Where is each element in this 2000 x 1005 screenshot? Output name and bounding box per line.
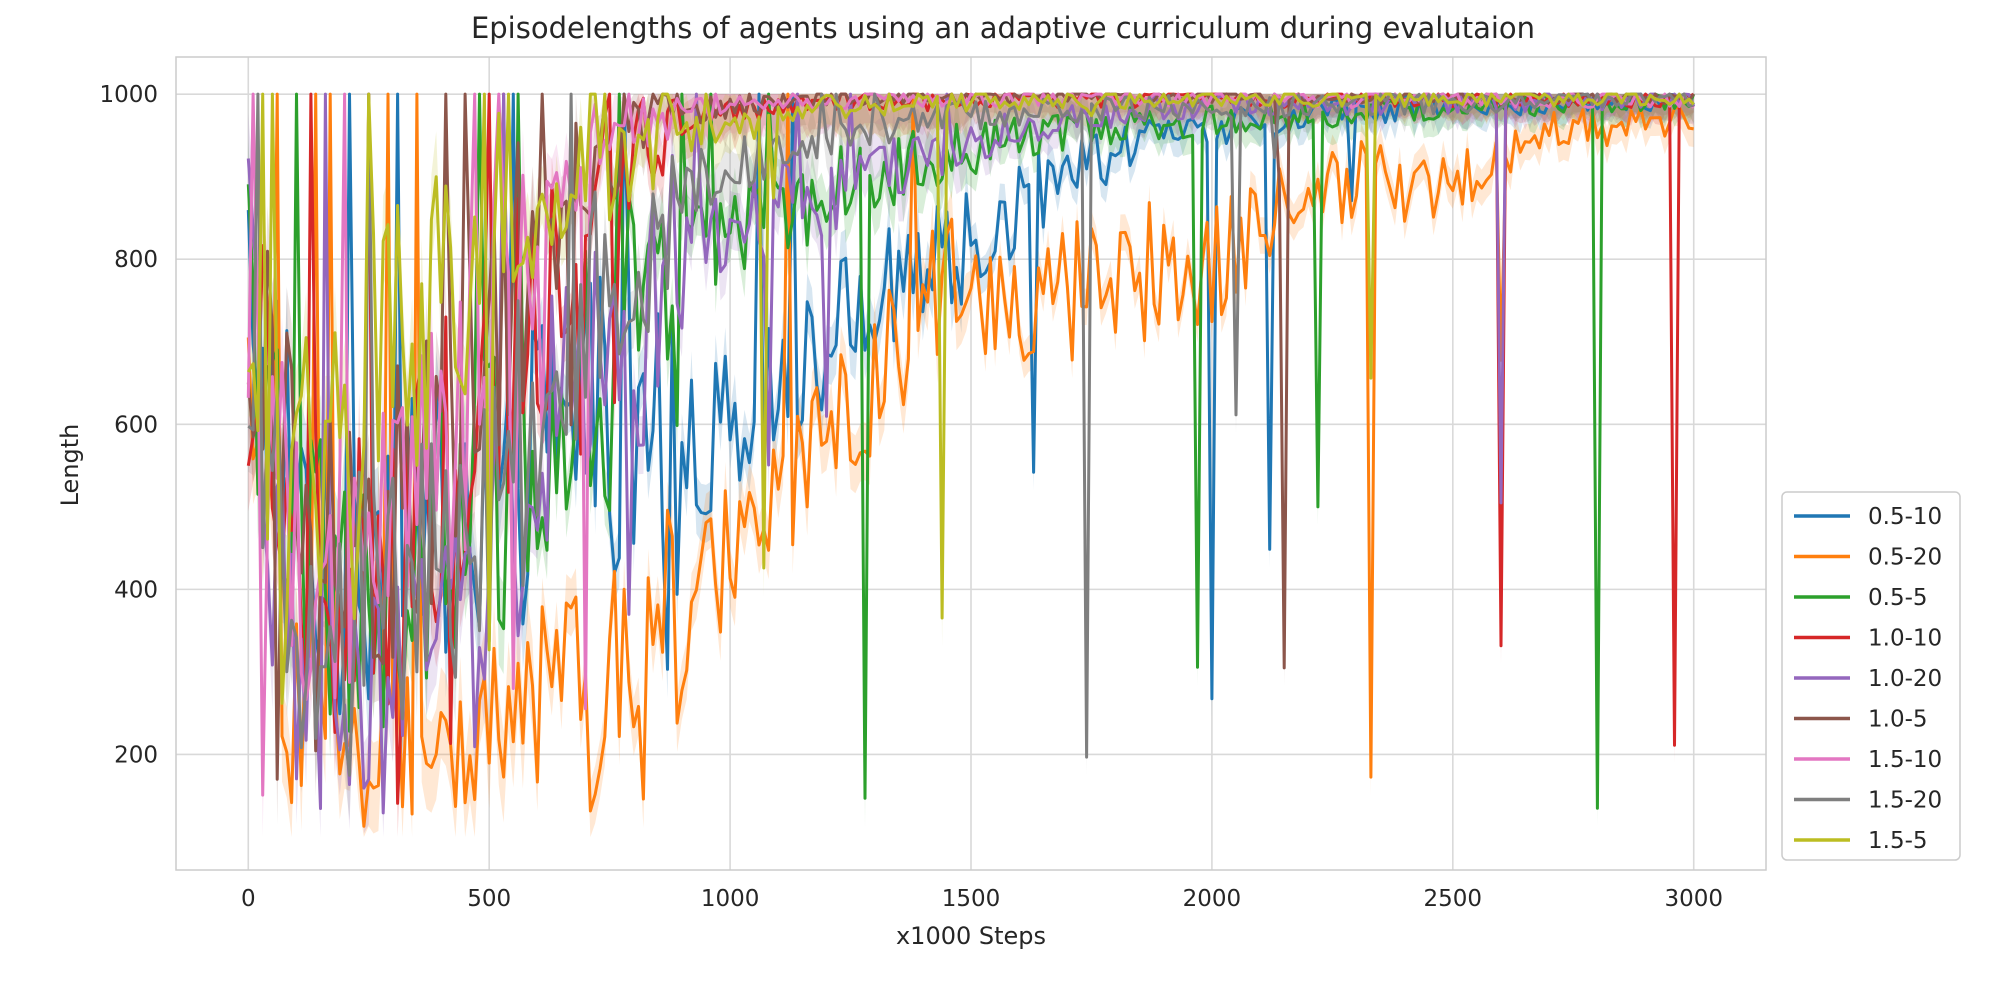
legend: 0.5-10 0.5-20 0.5-5 1.0-10 1.0-20 1.0-5 1.5-10…: [1781, 491, 1961, 861]
x-tick-label: 500: [467, 886, 511, 912]
legend-box: [1781, 491, 1961, 861]
x-tick-label: 1500: [942, 886, 1001, 912]
legend-label-0.5-5: 0.5-5: [1868, 585, 1928, 611]
x-tick-label: 1000: [701, 886, 760, 912]
x-tick-label: 0: [241, 886, 256, 912]
series-line-0.5-5: [246, 92, 1696, 810]
legend-label-0.5-10: 0.5-10: [1868, 504, 1942, 530]
y-axis-label: Length: [56, 424, 84, 507]
legend-label-1.5-5: 1.5-5: [1868, 828, 1928, 854]
y-tick-label: 400: [114, 577, 158, 603]
legend-label-1.5-20: 1.5-20: [1868, 788, 1942, 814]
series-line-1.5-5: [247, 92, 1695, 705]
y-tick-label: 600: [114, 412, 158, 438]
plot-frame: [175, 56, 1767, 871]
x-tick-label: 2000: [1183, 886, 1242, 912]
y-tick-label: 800: [114, 247, 158, 273]
legend-label-0.5-20: 0.5-20: [1868, 545, 1942, 571]
legend-label-1.5-10: 1.5-10: [1868, 747, 1942, 773]
x-axis-ticks: 0 500 1000 1500 2000 2500 3000: [241, 886, 1723, 912]
legend-label-1.0-20: 1.0-20: [1868, 666, 1942, 692]
y-axis-ticks: 200 400 600 800 1000: [99, 82, 158, 768]
x-axis-label: x1000 Steps: [896, 922, 1046, 950]
legend-label-1.0-10: 1.0-10: [1868, 626, 1942, 652]
series-lines: [246, 92, 1696, 828]
y-tick-label: 200: [114, 742, 158, 768]
y-tick-label: 1000: [99, 82, 158, 108]
x-tick-label: 3000: [1664, 886, 1723, 912]
chart-title: Episodelengths of agents using an adapti…: [471, 11, 1535, 45]
legend-label-1.0-5: 1.0-5: [1868, 707, 1928, 733]
x-tick-label: 2500: [1424, 886, 1483, 912]
legend-items: 0.5-10 0.5-20 0.5-5 1.0-10 1.0-20 1.0-5 1.5-10…: [1794, 504, 1942, 854]
series-line-0.5-20: [246, 92, 1694, 828]
